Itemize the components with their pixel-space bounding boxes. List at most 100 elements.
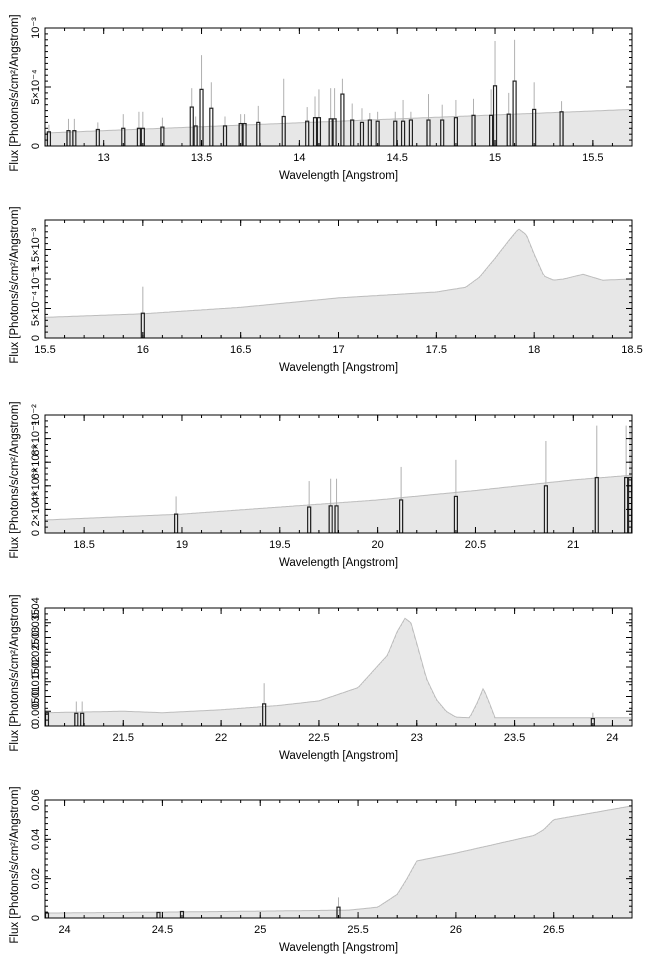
line-bar — [140, 312, 145, 338]
spectrum-panel-5: 24 24.5 25 25.5 26 26.5 0 0.02 0.04 0.06 Wavelengt… — [9, 786, 633, 954]
line-bar — [624, 476, 629, 533]
y-tick-label: 0.06 — [30, 789, 42, 810]
line-bar — [350, 119, 355, 146]
x-tick-label: 22 — [215, 732, 227, 744]
y-axis-title: Flux [Photons/s/cm²/Angstrom] — [9, 594, 21, 751]
line-bar — [426, 119, 431, 146]
line-bar — [492, 85, 498, 146]
x-tick-label: 15 — [489, 152, 501, 164]
line-bar — [408, 119, 413, 146]
y-tick-label: 0 — [30, 915, 42, 921]
line-features — [173, 425, 632, 533]
line-bar — [222, 125, 228, 146]
line-bar — [305, 120, 310, 146]
x-tick-label: 17 — [332, 344, 344, 356]
x-tick-label: 18.5 — [621, 344, 642, 356]
continuum-bins — [45, 805, 632, 918]
y-tick-label: 0 — [30, 143, 42, 149]
line-bar — [334, 505, 339, 533]
line-bar — [400, 120, 406, 146]
continuum-envelope — [45, 109, 631, 134]
line-bar — [453, 117, 458, 146]
line-bar — [199, 88, 204, 146]
x-axis-title: Wavelength [Angstrom] — [279, 942, 398, 954]
line-bar — [45, 912, 50, 918]
line-bar — [45, 712, 50, 726]
x-tick-label: 20 — [372, 539, 384, 551]
x-tick-label: 17.5 — [426, 344, 447, 356]
y-tick-label: 5×10⁻⁴ — [30, 291, 42, 327]
x-tick-label: 24.5 — [152, 924, 173, 936]
line-bar — [312, 117, 318, 146]
x-tick-label: 18.5 — [73, 539, 94, 551]
continuum-envelope — [45, 617, 631, 719]
line-bar — [393, 120, 398, 146]
y-tick-label: 0 — [30, 530, 42, 536]
line-bar — [179, 910, 185, 918]
x-tick-label: 24 — [58, 924, 70, 936]
x-tick-label: 13 — [98, 152, 110, 164]
spectrum-panel-4: 21.5 22 22.5 23 23.5 2400.0050.010.0150.020.0… — [9, 594, 633, 762]
y-tick-label: 8×10⁻³ — [30, 421, 42, 456]
spectrum-panel-1: 13 13.5 14 14.5 15 15.5 0 5×10⁻⁴ 10⁻³ Wavelength … — [9, 14, 633, 182]
continuum-bins — [45, 109, 631, 146]
y-tick-label: 10⁻³ — [30, 17, 42, 39]
y-tick-label: 10⁻² — [30, 404, 42, 426]
y-tick-label: 0.035 — [30, 609, 42, 637]
line-bar — [359, 121, 365, 146]
y-tick-label: 0 — [30, 723, 42, 729]
x-tick-label: 22.5 — [308, 732, 329, 744]
x-tick-label: 25 — [254, 924, 266, 936]
y-tick-label: 0.005 — [30, 697, 42, 725]
y-tick-label: 2×10⁻³ — [30, 492, 42, 527]
y-tick-label: 10⁻³ — [30, 268, 42, 290]
x-tick-label: 21 — [567, 539, 579, 551]
x-tick-label: 23.5 — [504, 732, 525, 744]
y-tick-label: 0.02 — [30, 656, 42, 677]
line-bar — [328, 505, 333, 533]
line-bar — [281, 115, 286, 146]
line-bar — [512, 80, 517, 146]
x-axis-title: Wavelength [Angstrom] — [279, 750, 398, 762]
line-bar — [375, 120, 380, 146]
y-tick-label: 0.04 — [30, 597, 42, 618]
line-bar — [532, 108, 537, 146]
y-tick-label: 4×10⁻³ — [30, 468, 42, 503]
continuum-envelope — [45, 474, 632, 521]
y-axis-title: Flux [Photons/s/cm²/Angstrom] — [9, 14, 21, 171]
line-bar — [256, 121, 261, 146]
line-bar — [72, 130, 77, 146]
y-tick-label: 5×10⁻⁴ — [30, 69, 42, 105]
x-axis-title: Wavelength [Angstrom] — [279, 557, 398, 569]
x-tick-label: 16.5 — [230, 344, 251, 356]
line-bar — [453, 495, 458, 533]
y-tick-label: 0.025 — [30, 638, 42, 666]
line-bar — [307, 506, 312, 533]
line-bar — [66, 130, 71, 146]
line-bar — [590, 718, 595, 726]
line-bar — [209, 107, 214, 146]
x-tick-label: 26 — [450, 924, 462, 936]
x-tick-label: 21.5 — [113, 732, 134, 744]
x-tick-label: 14 — [293, 152, 305, 164]
y-axis-title: Flux [Photons/s/cm²/Angstrom] — [9, 786, 21, 943]
y-tick-label: 6×10⁻³ — [30, 445, 42, 480]
x-tick-label: 24 — [606, 732, 618, 744]
y-tick-label: 1.5×10⁻³ — [30, 227, 42, 271]
line-bar — [440, 119, 445, 146]
x-tick-label: 16 — [137, 344, 149, 356]
line-bar — [140, 127, 145, 146]
x-tick-label: 18 — [528, 344, 540, 356]
line-bar — [80, 712, 85, 726]
x-tick-label: 15.5 — [582, 152, 603, 164]
line-features — [140, 286, 145, 338]
y-tick-label: 0.01 — [30, 686, 42, 707]
line-bar — [262, 703, 267, 726]
line-bar — [328, 118, 333, 146]
x-tick-label: 25.5 — [347, 924, 368, 936]
line-bar — [242, 122, 247, 146]
line-bar — [156, 911, 161, 918]
line-bar — [136, 127, 142, 146]
y-axis-title: Flux [Photons/s/cm²/Angstrom] — [9, 401, 21, 558]
